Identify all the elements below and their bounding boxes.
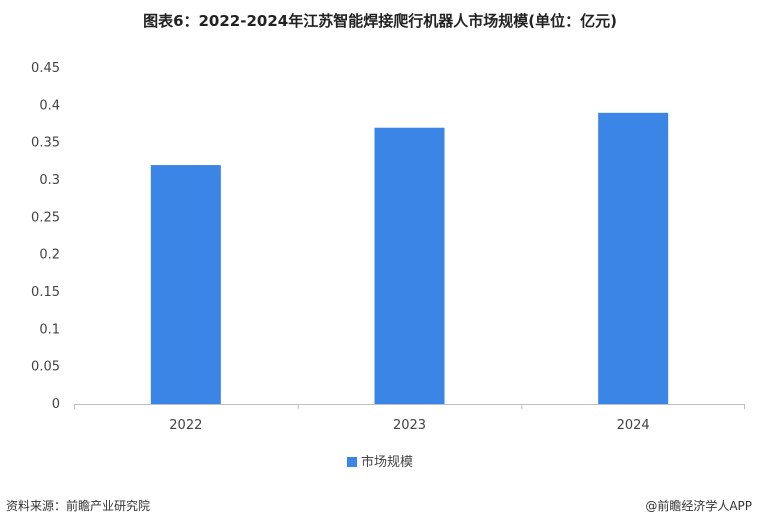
y-tick-label: 0.05: [31, 360, 60, 375]
source-note: 资料来源：前瞻产业研究院: [6, 499, 151, 513]
x-tick-label: 2022: [169, 418, 202, 433]
bar: [374, 127, 445, 404]
y-tick-label: 0.3: [39, 173, 60, 188]
legend-label: 市场规模: [360, 455, 413, 470]
legend-swatch: [346, 457, 357, 467]
y-tick-label: 0: [52, 397, 60, 412]
y-tick-label: 0.1: [39, 322, 60, 337]
legend: 市场规模: [0, 451, 760, 470]
y-tick-label: 0.15: [31, 285, 60, 300]
y-tick-label: 0.35: [31, 136, 60, 151]
y-tick-label: 0.45: [31, 61, 60, 76]
brand-note: @前瞻经济学人APP: [645, 499, 752, 513]
y-tick-label: 0.25: [31, 210, 60, 225]
y-tick-label: 0.2: [39, 248, 60, 263]
chart-title: 图表6：2022-2024年江苏智能焊接爬行机器人市场规模(单位：亿元): [143, 12, 617, 30]
bar: [598, 112, 669, 405]
x-tick-label: 2023: [393, 418, 426, 433]
bar: [150, 165, 221, 404]
y-tick-label: 0.4: [39, 98, 60, 113]
x-tick-label: 2024: [617, 418, 650, 433]
